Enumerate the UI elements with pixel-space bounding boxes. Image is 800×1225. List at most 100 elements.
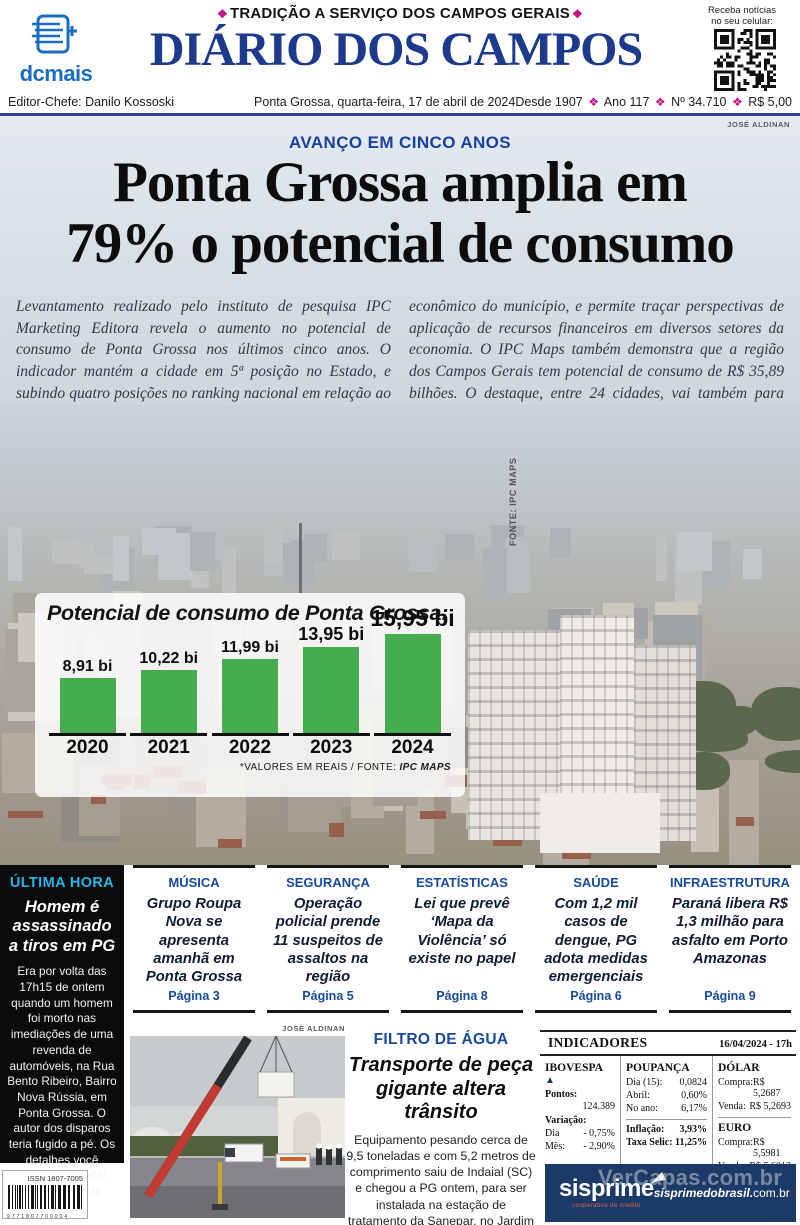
- editor-credit: Editor-Chefe: Danilo Kossoski: [8, 95, 175, 109]
- building: [113, 536, 129, 581]
- ibovespa-column: IBOVESPA ▲ Pontos: 124.389 Variação: Dia…: [545, 1062, 616, 1152]
- bar-axis: [130, 733, 208, 736]
- filtro-headline: Transporte de peça gigante altera trânsi…: [348, 1054, 534, 1124]
- lead-section: JOSÉ ALDINAN AVANÇO EM CINCO ANOS Ponta …: [0, 116, 800, 865]
- building: [765, 750, 800, 773]
- filtro-category: FILTRO DE ÁGUA: [373, 1031, 509, 1048]
- teaser-headline: Operação policial prende 11 suspeitos de…: [273, 896, 383, 986]
- dateline-row: Editor-Chefe: Danilo Kossoski Ponta Gros…: [8, 95, 792, 109]
- building: [677, 532, 712, 571]
- building: [445, 534, 474, 560]
- building: [751, 687, 800, 741]
- newspaper-title: DIÁRIO DOS CAMPOS: [149, 23, 643, 76]
- edition-date: Ponta Grossa, quarta-feira, 17 de abril …: [254, 95, 516, 109]
- bar-group: 10,22 bi 2021: [130, 650, 208, 759]
- issn-box: ISSN 1807-7005 9771807700004: [2, 1170, 88, 1220]
- indicators-columns: IBOVESPA ▲ Pontos: 124.389 Variação: Dia…: [540, 1056, 796, 1176]
- building: [264, 527, 283, 562]
- qr-code: [714, 29, 776, 91]
- bar-group: 8,91 bi 2020: [49, 658, 126, 759]
- bar-year-label: 2024: [391, 737, 434, 758]
- building: [736, 817, 754, 826]
- bar-group: 11,99 bi 2022: [211, 639, 289, 759]
- dolar-buy: R$ 5,2687: [753, 1077, 781, 1099]
- sisprime-website: sisprimedobrasil.com.br: [653, 1186, 790, 1200]
- building: [483, 548, 507, 599]
- page-reference: Página 6: [570, 989, 622, 1003]
- teaser-category: SEGURANÇA: [286, 875, 370, 890]
- lead-headline: Ponta Grossa amplia em 79% o potencial d…: [66, 151, 735, 275]
- tagline-text: TRADIÇÃO A SERVIÇO DOS CAMPOS GERAIS: [229, 5, 570, 22]
- chart-source: IPC MAPS: [399, 762, 451, 773]
- page-reference: Página 3: [168, 989, 220, 1003]
- breaking-headline: Homem é assassinado a tiros em PG: [8, 898, 116, 955]
- bar: [303, 647, 360, 733]
- building: [329, 823, 344, 837]
- diamond-icon: ❖: [572, 7, 583, 21]
- bar-value-label: 15,95 bi: [370, 605, 455, 631]
- teaser-infraestrutura: INFRAESTRUTURA Paraná libera R$ 1,3 milh…: [669, 865, 791, 1013]
- bar: [222, 659, 278, 733]
- bar-year-label: 2022: [228, 737, 272, 758]
- teaser-category: MÚSICA: [168, 875, 220, 890]
- bar-axis: [292, 733, 370, 736]
- ibovespa-day-change: - 0,75%: [583, 1128, 615, 1139]
- building: [332, 532, 360, 560]
- sisprime-arrow-icon: [649, 1171, 667, 1194]
- teaser-headline: Grupo Roupa Nova se apresenta amanhã em …: [145, 896, 243, 986]
- selic-value: 11,25%: [675, 1137, 707, 1148]
- building: [656, 537, 667, 581]
- building: [222, 547, 236, 595]
- ibovespa-month-change: - 2,90%: [583, 1141, 615, 1152]
- bar: [59, 678, 116, 733]
- bar-value-label: 11,99 bi: [221, 639, 279, 656]
- indicators-header: INDICADORES 16/04/2024 - 17h: [540, 1030, 796, 1056]
- consumption-chart: Potencial de consumo de Ponta Grossa: 8,…: [35, 593, 465, 797]
- qr-label: Receba notícias no seu celular:: [707, 5, 777, 28]
- divider: [626, 1119, 707, 1120]
- filtro-body: Equipamento pesando cerca de 9,5 tonelad…: [346, 1132, 536, 1225]
- dcmais-logo: dcmais: [8, 12, 104, 87]
- bar-value-label: 8,91 bi: [62, 658, 113, 675]
- dcmais-logo-text: dcmais: [19, 61, 93, 86]
- issn-number: ISSN 1807-7005: [27, 1174, 83, 1183]
- lead-kicker: AVANÇO EM CINCO ANOS: [288, 133, 512, 152]
- breaking-news-box: ÚLTIMA HORA Homem é assassinado a tiros …: [0, 865, 124, 1214]
- building: [8, 811, 43, 818]
- divider: [718, 1117, 791, 1118]
- header-divider: [0, 113, 800, 116]
- dcmais-logo-icon: [30, 12, 82, 63]
- page-reference: Página 9: [704, 989, 756, 1003]
- barcode: [7, 1185, 83, 1214]
- teaser-category: INFRAESTRUTURA: [670, 875, 790, 890]
- indicators-title: INDICADORES: [548, 1035, 648, 1050]
- bar-year-label: 2023: [310, 737, 353, 758]
- dolar-sell: R$ 5,2693: [749, 1101, 791, 1112]
- bar-axis: [211, 733, 289, 736]
- building: [743, 549, 762, 579]
- teaser-seguranca: SEGURANÇA Operação policial prende 11 su…: [267, 865, 389, 1013]
- teaser-category: SAÚDE: [573, 875, 619, 890]
- building: [218, 839, 242, 848]
- bar-value-label: 13,95 bi: [298, 624, 365, 644]
- building: [283, 543, 295, 584]
- masthead-tagline: ❖ TRADIÇÃO A SERVIÇO DOS CAMPOS GERAIS ❖: [0, 5, 800, 22]
- teaser-musica: MÚSICA Grupo Roupa Nova se apresenta ama…: [133, 865, 255, 1013]
- bar: [140, 670, 197, 733]
- sisprime-subtitle: cooperativa de crédito: [572, 1202, 641, 1209]
- diamond-icon: ❖: [588, 95, 599, 109]
- teaser-estatisticas: ESTATÍSTICAS Lei que prevê ‘Mapa da Viol…: [401, 865, 523, 1013]
- ibovespa-points: 124.389: [582, 1101, 616, 1112]
- chart-bars: 8,91 bi 2020 10,22 bi 2021 11,99 bi 2022 13,95…: [47, 605, 455, 759]
- building: [215, 534, 225, 560]
- euro-buy: R$ 5,5981: [753, 1137, 781, 1159]
- bar-group: 13,95 bi 2023: [292, 624, 370, 759]
- diamond-icon: ❖: [731, 95, 743, 109]
- bar-group: 15,95 bi 2024: [370, 605, 454, 759]
- crane-photo-credit: JOSÉ ALDINAN: [282, 1024, 345, 1033]
- teaser-headline: Lei que prevê ‘Mapa da Violência’ só exi…: [408, 896, 516, 968]
- bar-value-label: 10,22 bi: [139, 650, 199, 667]
- photo-source-credit: FONTE: IPC MAPS: [508, 457, 518, 546]
- building: [540, 793, 660, 853]
